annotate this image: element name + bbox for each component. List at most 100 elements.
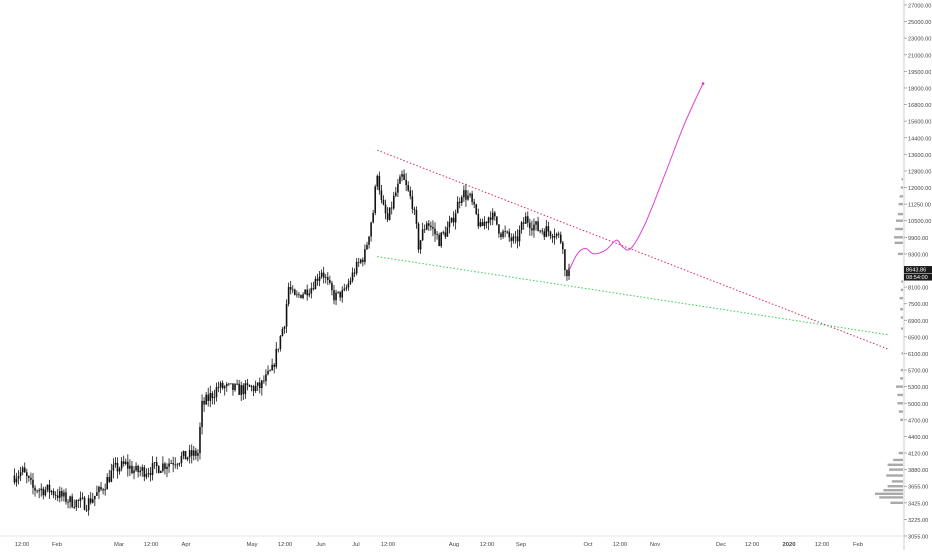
volume-profile-bar xyxy=(896,385,903,388)
y-tick-label: 9900.00 xyxy=(908,236,928,242)
candle-body xyxy=(124,461,127,464)
candle-body xyxy=(376,175,379,187)
candle-body xyxy=(506,231,508,233)
candle-body xyxy=(87,498,90,511)
candle-body xyxy=(531,228,533,231)
candle-body xyxy=(475,204,478,214)
candle-body xyxy=(149,473,152,475)
candle-body xyxy=(17,476,20,479)
candle-body xyxy=(403,174,405,180)
candle-body xyxy=(151,463,154,475)
candle-body xyxy=(316,278,319,281)
candle-body xyxy=(516,236,519,242)
volume-profile-bar xyxy=(894,236,903,239)
y-tick-label: 25000.00 xyxy=(908,20,931,26)
candle-body xyxy=(195,450,197,456)
candle-body xyxy=(320,272,323,277)
x-tick-label: 12:00 xyxy=(278,542,293,548)
candle-body xyxy=(434,228,436,235)
candle-body xyxy=(302,294,304,299)
candle-body xyxy=(94,495,96,500)
candle-body xyxy=(522,222,525,224)
candle-body xyxy=(355,261,358,274)
candle-body xyxy=(310,288,313,294)
candle-body xyxy=(341,290,344,298)
volume-profile-bar xyxy=(901,327,903,330)
volume-profile-bar xyxy=(900,288,903,292)
volume-profile-bar xyxy=(879,496,903,499)
volume-profile-bar xyxy=(901,280,903,283)
candle-body xyxy=(215,387,218,398)
candle-body xyxy=(73,506,76,508)
candle-body xyxy=(230,383,232,385)
volume-profile-bar xyxy=(901,178,903,181)
candle-body xyxy=(291,289,294,291)
y-tick-label: 5700.00 xyxy=(908,369,928,375)
candle-body xyxy=(104,489,106,491)
candle-body xyxy=(535,221,537,225)
volume-profile-bar xyxy=(897,393,903,397)
candle-body xyxy=(26,472,28,477)
candle-body xyxy=(463,190,465,198)
candle-body xyxy=(452,217,455,223)
y-tick-label: 12000.00 xyxy=(908,186,931,192)
candle-body xyxy=(502,231,504,237)
candle-body xyxy=(180,456,183,464)
volume-profile-bar xyxy=(900,377,903,380)
volume-profile-bar xyxy=(889,468,903,471)
y-tick-label: 21000.00 xyxy=(908,53,931,59)
volume-profile-bar xyxy=(898,451,903,455)
plot-area[interactable] xyxy=(0,0,903,550)
candle-body xyxy=(269,370,271,372)
y-tick-label: 6100.00 xyxy=(908,352,928,358)
candle-body xyxy=(197,453,199,456)
candle-body xyxy=(81,497,84,499)
candle-body xyxy=(324,277,327,279)
candle-body xyxy=(467,195,469,200)
candle-body xyxy=(50,491,53,493)
candle-body xyxy=(514,236,517,238)
candle-body xyxy=(182,450,185,457)
y-tick-label: 23000.00 xyxy=(908,37,931,43)
candle-body xyxy=(69,496,71,503)
volume-profile-bar xyxy=(901,352,903,355)
candle-body xyxy=(374,186,377,214)
candle-body xyxy=(491,212,494,220)
candle-body xyxy=(541,230,544,232)
candle-body xyxy=(199,426,201,454)
candle-body xyxy=(454,213,457,223)
candle-body xyxy=(419,240,422,250)
x-tick-label: 2020 xyxy=(783,542,796,548)
x-tick-label: 12:00 xyxy=(144,542,159,548)
candle-body xyxy=(421,229,424,241)
last-price-label: 8643.86 xyxy=(906,267,926,273)
candle-body xyxy=(61,491,63,497)
candle-body xyxy=(378,175,381,191)
candle-body xyxy=(225,384,228,387)
candle-body xyxy=(335,292,337,301)
candle-body xyxy=(248,384,251,387)
candle-body xyxy=(129,465,131,469)
candle-body xyxy=(240,385,243,395)
candle-body xyxy=(254,385,257,392)
y-tick-label: 15600.00 xyxy=(908,120,931,126)
candle-body xyxy=(164,463,166,470)
candle-body xyxy=(287,286,290,305)
candle-body xyxy=(236,383,238,385)
candle-body xyxy=(42,488,45,496)
candle-body xyxy=(265,374,267,382)
candle-body xyxy=(100,486,102,490)
candle-body xyxy=(289,286,292,290)
candle-body xyxy=(207,394,210,401)
candle-body xyxy=(384,204,387,214)
candle-body xyxy=(141,467,144,471)
candle-body xyxy=(471,193,473,202)
x-tick-label: 12:00 xyxy=(15,542,30,548)
y-tick-label: 4120.00 xyxy=(908,452,928,458)
candle-body xyxy=(48,484,51,493)
candle-body xyxy=(258,382,261,388)
candle-body xyxy=(539,230,541,232)
candle-body xyxy=(118,468,121,472)
